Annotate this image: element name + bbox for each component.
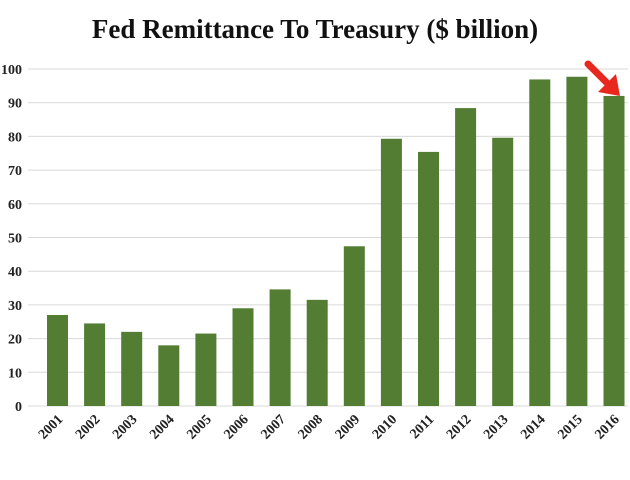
bar [343,246,365,406]
y-tick-label: 80 [8,130,22,145]
x-tick-label: 2003 [110,412,140,442]
arrow-head [598,73,620,96]
bar [455,108,477,406]
x-tick-label: 2010 [370,412,400,442]
bar [492,137,514,407]
x-tick-label: 2011 [407,412,437,442]
y-tick-label: 70 [8,164,22,179]
arrow-shaft [584,60,612,88]
bar [195,333,217,406]
bar [566,76,588,406]
bar [84,323,106,406]
x-tick-label: 2008 [296,412,326,442]
x-tick-label: 2001 [36,412,66,442]
x-tick-label: 2013 [481,412,511,442]
x-tick-label: 2009 [333,412,363,442]
x-tick-label: 2007 [259,412,289,442]
bar [232,308,254,406]
y-tick-label: 50 [8,232,22,247]
y-tick-label: 90 [8,97,22,112]
x-tick-label: 2004 [147,412,177,442]
x-tick-label: 2015 [555,412,585,442]
arrow-annotation [584,60,620,96]
y-tick-label: 20 [8,333,22,348]
y-tick-label: 0 [15,400,22,415]
bar [269,289,291,406]
y-tick-label: 60 [8,198,22,213]
x-tick-label: 2016 [592,412,622,442]
x-tick-label: 2006 [221,412,251,442]
bar [380,138,402,406]
bar [158,345,180,406]
bar [603,95,625,407]
x-tick-label: 2002 [73,412,103,442]
bar [306,299,328,406]
bar [418,151,439,406]
y-tick-label: 10 [8,366,22,381]
chart-title: Fed Remittance To Treasury ($ billion) [91,14,539,44]
y-tick-label: 100 [1,63,22,78]
y-tick-label: 30 [8,299,22,314]
bar [47,315,68,406]
x-tick-label: 2005 [184,412,214,442]
x-tick-label: 2014 [518,412,548,442]
x-tick-label: 2012 [444,412,474,442]
bar [121,331,143,406]
y-tick-label: 40 [8,265,22,280]
bar [529,79,551,407]
